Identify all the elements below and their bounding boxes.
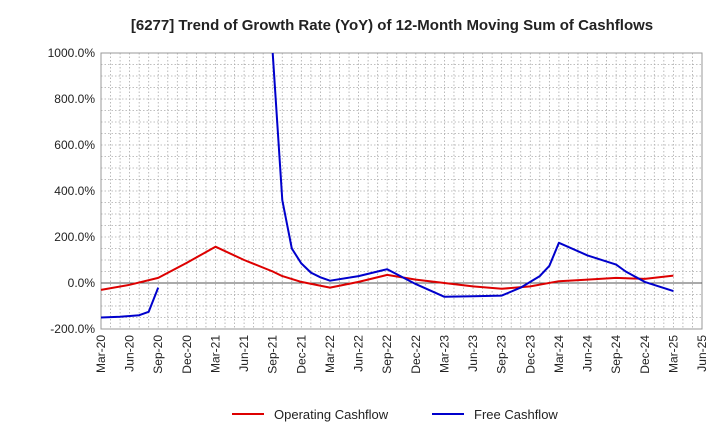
x-tick-label: Jun-25 <box>695 335 709 372</box>
x-tick-label: Mar-25 <box>666 335 680 373</box>
series-lines <box>100 52 674 319</box>
series-line-free-cashflow <box>100 287 160 319</box>
legend: Operating Cashflow Free Cashflow <box>232 407 558 422</box>
x-tick-label: Dec-21 <box>294 335 308 374</box>
y-tick-label: 600.0% <box>54 138 95 152</box>
x-tick-label: Jun-21 <box>237 335 251 372</box>
y-tick-label: 0.0% <box>68 276 96 290</box>
x-tick-label: Jun-24 <box>581 335 595 372</box>
x-axis-ticks: Mar-20 Jun-20 Sep-20 Dec-20 Mar-21 Jun-21 Sep-… <box>94 335 709 374</box>
x-tick-label: Jun-22 <box>352 335 366 372</box>
grid <box>100 52 703 330</box>
chart-title: [6277] Trend of Growth Rate (YoY) of 12-… <box>131 17 653 34</box>
y-tick-label: -200.0% <box>50 322 95 336</box>
x-tick-label: Sep-22 <box>380 335 394 374</box>
x-tick-label: Dec-22 <box>409 335 423 374</box>
x-tick-label: Jun-20 <box>123 335 137 372</box>
plot-frame <box>100 52 703 330</box>
x-tick-label: Mar-22 <box>323 335 337 373</box>
x-tick-label: Sep-24 <box>609 335 623 374</box>
x-tick-label: Mar-20 <box>94 335 108 373</box>
legend-label-free-cashflow: Free Cashflow <box>474 407 558 422</box>
x-tick-label: Sep-23 <box>495 335 509 374</box>
x-tick-label: Dec-24 <box>638 335 652 374</box>
x-tick-label: Sep-21 <box>266 335 280 374</box>
x-tick-label: Jun-23 <box>466 335 480 372</box>
x-tick-label: Sep-20 <box>151 335 165 374</box>
y-tick-label: 800.0% <box>54 92 95 106</box>
x-tick-label: Mar-23 <box>437 335 451 373</box>
legend-label-operating-cashflow: Operating Cashflow <box>274 407 389 422</box>
series-line-free-cashflow <box>271 52 674 298</box>
x-tick-label: Dec-23 <box>523 335 537 374</box>
y-tick-label: 200.0% <box>54 230 95 244</box>
y-tick-label: 400.0% <box>54 184 95 198</box>
y-axis-ticks: -200.0% 0.0% 200.0% 400.0% 600.0% 800.0% 1000.… <box>48 46 96 336</box>
x-tick-label: Mar-21 <box>208 335 222 373</box>
series-line-operating-cashflow <box>100 245 674 291</box>
x-tick-label: Mar-24 <box>552 335 566 373</box>
x-tick-label: Dec-20 <box>180 335 194 374</box>
y-tick-label: 1000.0% <box>48 46 96 60</box>
